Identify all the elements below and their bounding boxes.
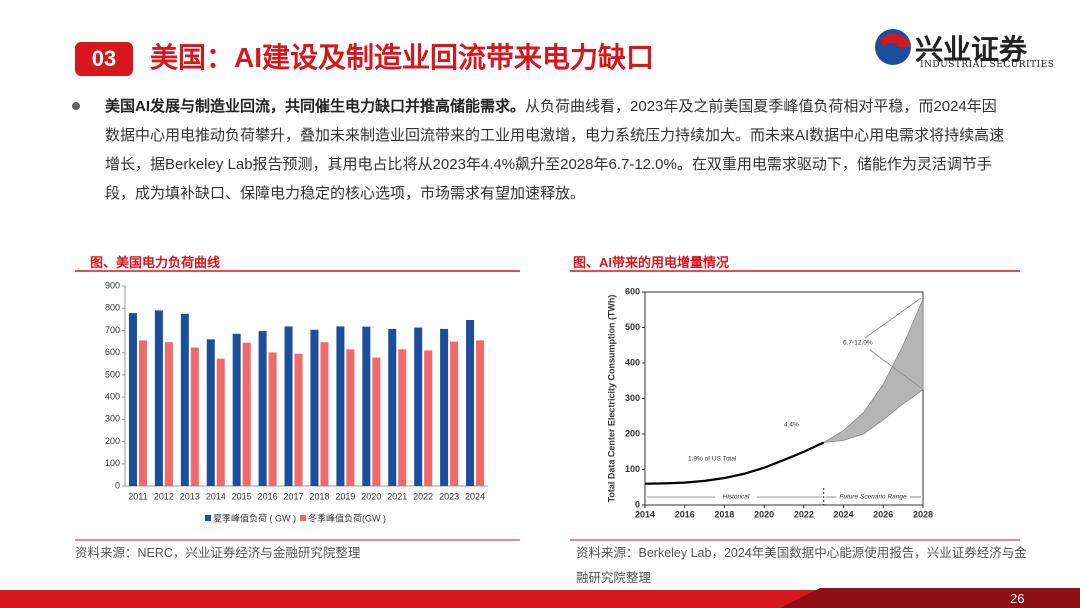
y-tick-label: 300: [105, 414, 120, 424]
bar: [232, 333, 241, 486]
x-tick-label: 2022: [794, 509, 814, 519]
x-tick-label: 2024: [834, 509, 854, 519]
bar: [346, 349, 355, 486]
bar: [258, 331, 267, 486]
legend-swatch: [205, 515, 211, 521]
bar: [180, 313, 189, 486]
logo-subtitle: INDUSTRIAL SECURITIES: [920, 60, 1055, 70]
bar: [164, 342, 173, 486]
bar: [336, 326, 345, 486]
y-tick-label: 600: [105, 347, 120, 357]
bar: [466, 320, 475, 486]
footer-bar: [780, 588, 1080, 608]
arrow: [869, 349, 922, 389]
x-tick-label: 2023: [439, 491, 459, 501]
x-tick-label: 2016: [258, 491, 278, 501]
annotation: 1.9% of US Total: [688, 456, 737, 463]
bullet-bold: 美国AI发展与制造业回流，共同催生电力缺口并推高储能需求。: [105, 98, 526, 115]
logo-mark: [880, 33, 911, 47]
y-tick-label: 0: [115, 480, 120, 490]
y-tick-label: 800: [105, 303, 120, 313]
x-tick-label: 2018: [714, 509, 734, 519]
x-tick-label: 2012: [154, 491, 174, 501]
x-tick-label: 2013: [180, 491, 200, 501]
x-tick-label: 2011: [128, 491, 147, 501]
annotation: 6.7-12.0%: [843, 340, 873, 347]
x-tick-label: 2014: [206, 491, 226, 501]
line: [644, 441, 825, 485]
x-tick-label: 2022: [413, 491, 433, 501]
legend-swatch: [300, 515, 306, 521]
x-tick-label: 2018: [309, 491, 329, 501]
legend-label: 夏季峰值负荷 ( GW ): [213, 512, 296, 523]
y-tick-label: 100: [625, 464, 640, 474]
x-tick-label: 2020: [754, 509, 774, 519]
x-tick-label: 2017: [284, 491, 304, 501]
chart-title: 图、美国电力负荷曲线: [90, 255, 221, 270]
annotation: Future Scenario Range: [839, 494, 907, 501]
y-tick-label: 400: [625, 357, 640, 367]
y-tick-label: 300: [625, 393, 640, 403]
bar: [320, 342, 329, 486]
y-tick-label: 900: [105, 280, 120, 290]
bar: [362, 326, 371, 486]
bar: [476, 340, 485, 486]
x-tick-label: 2019: [335, 491, 355, 501]
source: 资料来源：NERC，兴业证券经济与金融研究院整理: [75, 546, 361, 560]
bar: [190, 347, 199, 486]
x-tick-label: 2024: [465, 491, 485, 501]
bullet-body: 从负荷曲线看，2023年及之前美国夏季峰值负荷相对平稳，而2024年因数据中心用…: [105, 98, 1005, 202]
arrow: [864, 297, 922, 339]
bar: [128, 313, 137, 486]
logo-text: 兴业证券: [915, 33, 1028, 66]
bar: [414, 327, 423, 486]
y-tick-label: 200: [625, 428, 640, 438]
y-axis-label: Total Data Center Electricity Consumptio…: [606, 295, 616, 503]
bullet-text: 美国AI发展与制造业回流，共同催生电力缺口并推高储能需求。从负荷曲线看，2023…: [105, 92, 1005, 208]
bar: [388, 328, 397, 486]
source: 资料来源：Berkeley Lab，2024年美国数据中心能源使用报告，兴业证券…: [576, 546, 1027, 585]
page-number: 26: [1010, 591, 1025, 606]
bar: [268, 352, 277, 486]
y-tick-label: 400: [105, 391, 120, 401]
bar: [450, 341, 459, 486]
bar: [424, 350, 433, 486]
band-area: [823, 298, 924, 443]
bar: [216, 358, 225, 486]
bar: [242, 342, 251, 486]
bar: [440, 328, 449, 486]
legend-label: 冬季峰值负荷(GW ): [308, 512, 386, 523]
bar: [372, 357, 381, 486]
y-tick-label: 500: [625, 322, 640, 332]
x-tick-label: 2020: [361, 491, 381, 501]
x-tick-label: 2021: [387, 491, 407, 501]
bar: [398, 349, 407, 486]
x-tick-label: 2014: [635, 509, 655, 519]
y-tick-label: 100: [105, 458, 120, 468]
x-tick-label: 2026: [873, 509, 893, 519]
bullet-dot: [72, 102, 80, 110]
bar: [206, 339, 215, 486]
annotation: Historical: [723, 494, 750, 501]
y-tick-label: 600: [625, 286, 640, 296]
bar: [154, 310, 163, 486]
annotation: 4.4%: [784, 422, 799, 429]
y-tick-label: 700: [105, 325, 120, 335]
slide-title: 美国：AI建设及制造业回流带来电力缺口: [150, 42, 655, 73]
bar: [284, 326, 293, 486]
section-number: 03: [75, 42, 133, 76]
x-tick-label: 2028: [913, 509, 933, 519]
bar: [138, 340, 147, 486]
chart-title: 图、AI带来的用电增量情况: [573, 255, 730, 270]
y-tick-label: 200: [105, 436, 120, 446]
x-tick-label: 2016: [675, 509, 695, 519]
y-tick-label: 500: [105, 369, 120, 379]
bar: [310, 329, 319, 486]
y-tick-label: 0: [635, 499, 640, 509]
bar: [294, 353, 303, 486]
x-tick-label: 2015: [232, 491, 252, 501]
